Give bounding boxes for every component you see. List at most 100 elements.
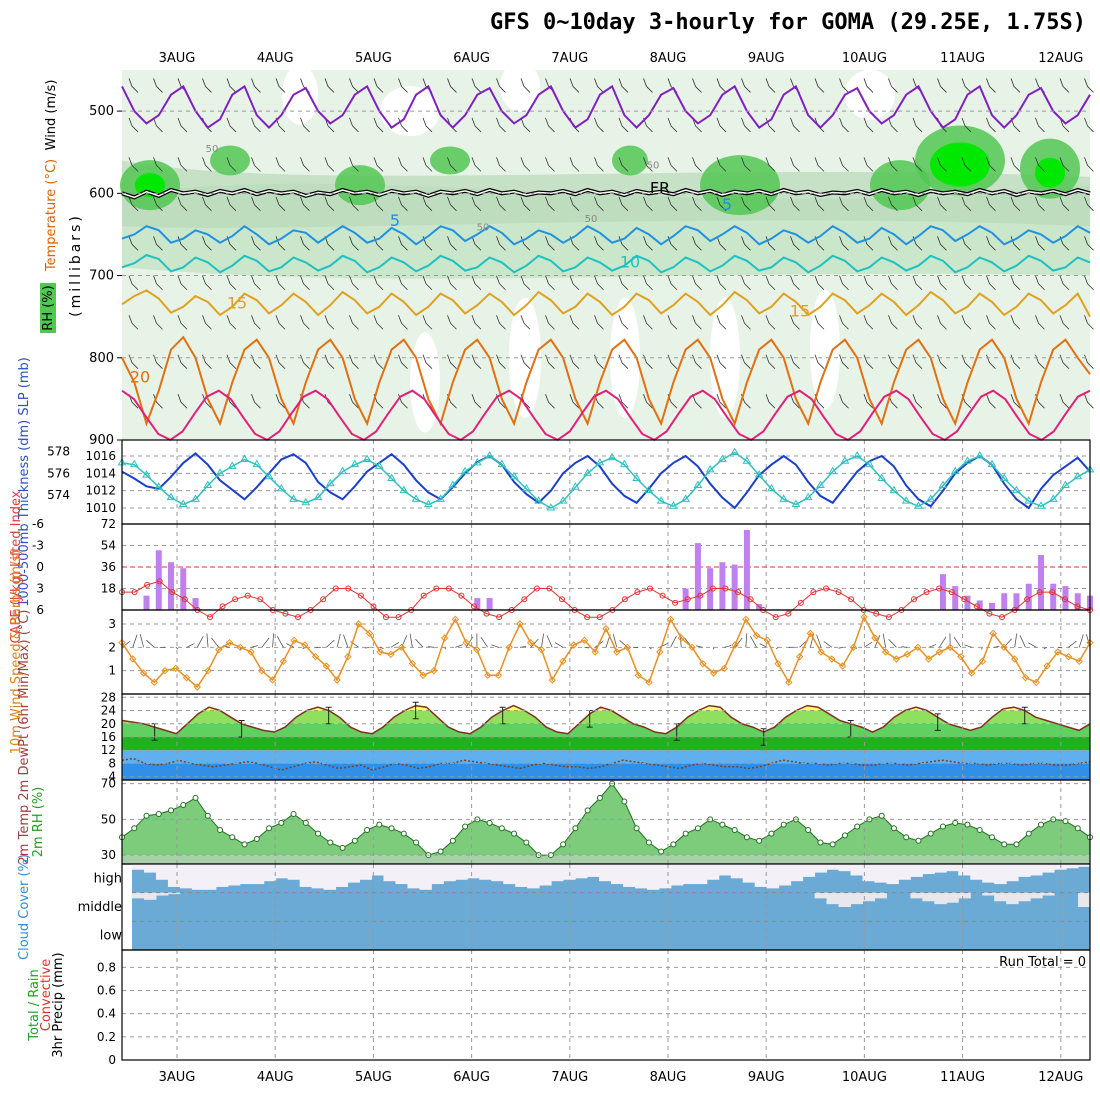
y-tick-label: middle	[78, 900, 122, 915]
wind-barb	[716, 394, 727, 409]
wind-barb	[398, 354, 408, 369]
wind-barb	[177, 196, 188, 212]
date-tick-top: 6AUG	[453, 51, 490, 66]
wind-barb	[670, 635, 677, 648]
y-tick-label: 500	[89, 104, 114, 119]
wind-speed-marker	[795, 652, 804, 661]
thickness-marker	[816, 480, 825, 488]
wind-barb	[251, 394, 261, 409]
cape-bar	[155, 550, 162, 610]
wind-barb	[716, 315, 727, 330]
wind-barb	[814, 157, 825, 172]
thickness-marker	[240, 454, 249, 462]
rh-marker	[364, 827, 371, 834]
rh-marker	[523, 839, 530, 846]
thickness-marker	[730, 447, 740, 456]
y-tick-label: 0	[108, 1053, 116, 1067]
y-axis-label: Cloud Cover (%)	[17, 854, 32, 960]
y-tick-label: 1012	[85, 484, 116, 498]
wind-barb	[912, 117, 923, 133]
wind-barb	[816, 634, 822, 648]
wind-barb	[569, 394, 580, 409]
wind-barb	[226, 315, 237, 330]
cloud-middle-gap	[910, 892, 923, 899]
wind-barb	[863, 354, 874, 369]
thickness-marker	[203, 480, 213, 488]
wind-speed-marker	[957, 652, 965, 661]
thickness-marker	[215, 468, 225, 476]
wind-barb	[667, 196, 678, 212]
wind-barb	[202, 354, 212, 369]
lifted-index-marker	[370, 603, 377, 610]
wind-barb	[349, 196, 359, 212]
lifted-index-marker	[521, 596, 528, 603]
thickness-marker	[497, 459, 507, 468]
thickness-marker	[436, 494, 445, 502]
wind-barb	[986, 394, 996, 409]
y-tick-label: 900	[89, 433, 114, 448]
thickness-marker	[852, 451, 862, 459]
rh-marker	[731, 827, 738, 834]
thickness-marker	[142, 470, 151, 478]
wind-barb	[1035, 117, 1045, 133]
cloud-high-gap	[191, 864, 205, 890]
cloud-middle-gap	[132, 892, 145, 899]
cloud-high-gap	[323, 864, 337, 890]
series-slp	[121, 452, 1091, 510]
wind-barb	[741, 196, 751, 212]
wind-barb	[839, 354, 849, 369]
cape-bar	[1062, 586, 1069, 610]
minmax-whisker	[934, 713, 941, 731]
wind-speed-marker	[494, 671, 503, 680]
wind-barb	[692, 236, 702, 251]
rh-base	[122, 855, 1090, 864]
wind-barb	[153, 315, 163, 330]
wind-speed-marker	[1000, 643, 1008, 652]
wind-speed-marker	[139, 669, 148, 677]
cloud-middle-gap	[155, 892, 169, 896]
rh-marker	[1062, 818, 1069, 825]
wind-barb	[618, 117, 629, 133]
wind-barb	[373, 354, 384, 369]
y-tick-label: 8	[108, 756, 116, 770]
y-tick-label: 30	[101, 848, 116, 862]
wind-barb	[349, 236, 359, 251]
wind-barb	[153, 236, 163, 251]
cloud-high-gap	[431, 864, 444, 885]
thickness-marker	[595, 457, 605, 466]
wind-speed-marker	[193, 683, 201, 691]
wind-barb	[336, 633, 341, 648]
thickness-marker	[865, 459, 874, 468]
contour-label: 50	[477, 222, 490, 233]
wind-barb	[496, 196, 506, 212]
rh-dry-pocket	[610, 297, 640, 418]
wind-barb	[937, 275, 947, 291]
y-tick-label: 0.2	[97, 1030, 116, 1044]
rh-marker	[964, 821, 971, 828]
contour-label: 50	[585, 214, 598, 225]
lifted-index-marker	[445, 585, 452, 592]
isotherm-20	[121, 335, 1091, 427]
thickness-marker	[521, 483, 531, 492]
wind-barb	[226, 354, 237, 369]
lifted-index-marker	[709, 585, 716, 592]
wind-barb	[863, 315, 874, 330]
wind-barb	[324, 275, 335, 291]
wind-speed-marker	[1064, 652, 1073, 661]
rh-marker	[939, 823, 946, 830]
y-tick-label: 0.8	[97, 960, 116, 974]
cloud-high-gap	[1066, 864, 1079, 869]
thickness-marker	[154, 482, 164, 490]
wind-barb	[275, 157, 286, 172]
thickness-marker	[460, 466, 470, 475]
wind-barb	[275, 394, 286, 409]
wind-barb	[1057, 646, 1063, 649]
wind-barb	[964, 644, 972, 648]
thickness-marker	[705, 464, 715, 473]
wind-barb	[667, 315, 678, 330]
cloud-high-gap	[1078, 864, 1091, 867]
thickness-marker	[399, 485, 409, 494]
wind-barb	[422, 196, 433, 212]
cloud-high-gap	[167, 864, 181, 887]
wind-speed-marker	[387, 650, 395, 659]
